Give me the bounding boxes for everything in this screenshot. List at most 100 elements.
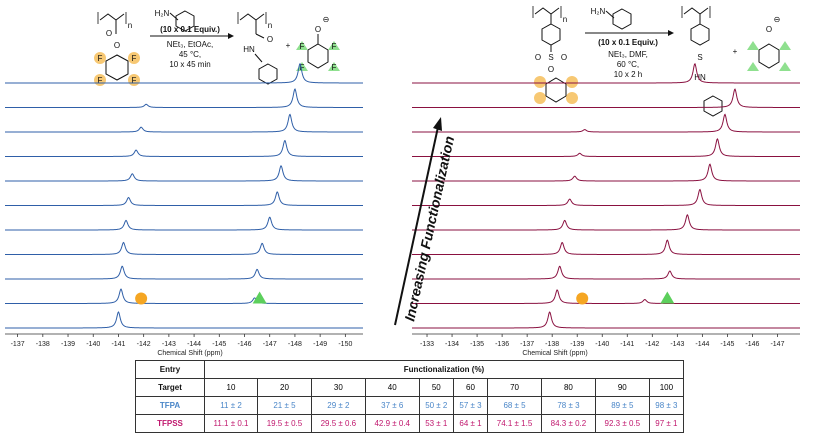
target-cell: 70	[487, 378, 542, 397]
axis-tick-label: -147	[770, 341, 784, 348]
spectrum-trace-100%	[412, 63, 800, 84]
tfpa-value-cell: 68 ± 5	[487, 396, 542, 415]
spectrum-trace-40%	[412, 214, 800, 231]
left-f-2: F	[132, 54, 137, 63]
left-product-o: O	[267, 35, 273, 44]
spectrum-trace-10%	[5, 288, 363, 304]
axis-tick-label: -146	[237, 341, 251, 348]
target-cell: 10	[203, 378, 259, 397]
target-cell: 60	[452, 378, 489, 397]
left-n-subscript: n	[128, 21, 132, 30]
axis-title: Chemical Shift (ppm)	[522, 350, 587, 357]
tfpss-value-cell: 42.9 ± 0.4	[364, 414, 420, 433]
spectrum-trace-30%	[5, 241, 363, 255]
spectrum-trace-70%	[5, 139, 363, 157]
axis-tick-label: -144	[187, 341, 201, 348]
right-so-3: O	[548, 65, 554, 74]
spectrum-trace-60%	[412, 163, 800, 182]
axis-title: Chemical Shift (ppm)	[157, 350, 222, 357]
functionalization-header: Functionalization (%)	[204, 360, 684, 379]
axis-tick-label: -140	[595, 341, 609, 348]
tfpa-value-cell: 21 ± 5	[257, 396, 312, 415]
left-nmr-stack	[5, 62, 364, 329]
tfpss-row-label: TFPSS	[135, 414, 205, 433]
target-header: Target	[135, 378, 205, 397]
axis-tick-label: -142	[645, 341, 659, 348]
left-ester-o: O	[114, 41, 120, 50]
axis-tick-label: -141	[620, 341, 634, 348]
tfpss-value-cell: 84.3 ± 0.2	[540, 414, 596, 433]
target-cell: 100	[648, 378, 685, 397]
right-reaction-scheme: n S O O O H₂N (10 x 0.1 Equiv.) NEt₃, DM…	[532, 6, 791, 117]
right-cond-2: 60 °C,	[617, 60, 639, 69]
axis-tick-label: -137	[520, 341, 534, 348]
tfpss-value-cell: 92.3 ± 0.5	[594, 414, 650, 433]
left-equiv: (10 x 0.1 Equiv.)	[160, 25, 220, 34]
increasing-functionalization-arrow: Increasing Functionalization	[394, 117, 457, 326]
spectrum-trace-50%	[5, 191, 363, 206]
right-n-subscript: n	[563, 15, 567, 24]
target-cell: 40	[364, 378, 420, 397]
tfpa-value-cell: 57 ± 3	[452, 396, 489, 415]
right-so-1: O	[535, 53, 541, 62]
spectrum-trace-0%	[412, 311, 800, 329]
right-product-s: S	[697, 53, 702, 62]
tfpss-value-cell: 74.1 ± 1.5	[487, 414, 542, 433]
axis-tick-label: -140	[86, 341, 100, 348]
left-plus: +	[286, 41, 291, 50]
right-phenolate-o: O	[766, 25, 772, 34]
spectrum-trace-60%	[5, 164, 363, 182]
tfpss-value-cell: 97 ± 1	[648, 414, 685, 433]
right-nmr-stack	[412, 63, 800, 329]
right-cond-3: 10 x 2 h	[614, 70, 642, 79]
spectrum-trace-30%	[412, 239, 800, 255]
axis-tick-label: -139	[61, 341, 75, 348]
left-nh2: H₂N	[155, 9, 170, 18]
green-triangle-marker	[252, 291, 267, 304]
right-cond-1: NEt₃, DMF,	[608, 50, 648, 59]
right-phenolate-charge: ⊖	[774, 15, 781, 24]
left-phen-f-2: F	[332, 42, 337, 51]
left-phen-f-4: F	[332, 63, 337, 72]
spectrum-trace-70%	[412, 138, 800, 157]
spectrum-trace-100%	[5, 62, 364, 84]
tfpss-value-cell: 19.5 ± 0.5	[257, 414, 312, 433]
axis-tick-label: -139	[570, 341, 584, 348]
axis-tick-label: -144	[695, 341, 709, 348]
entry-header: Entry	[135, 360, 205, 379]
spectrum-trace-90%	[5, 88, 363, 108]
left-carbonyl-o: O	[106, 29, 112, 38]
right-product-hn: HN	[694, 73, 706, 82]
tfpa-value-cell: 78 ± 3	[540, 396, 596, 415]
axis-tick-label: -145	[720, 341, 734, 348]
tfpss-value-cell: 11.1 ± 0.1	[203, 414, 259, 433]
right-x-axis: -133 -134 -135 -136 -137 -138 -139 -140 -141 -142…	[412, 333, 800, 357]
green-triangle-marker	[660, 291, 675, 304]
spectrum-trace-20%	[5, 265, 363, 280]
axis-tick-label: -148	[288, 341, 302, 348]
axis-tick-label: -135	[470, 341, 484, 348]
left-cond-2: 45 °C,	[179, 50, 201, 59]
right-s: S	[548, 53, 553, 62]
axis-tick-label: -146	[745, 341, 759, 348]
tfpss-value-cell: 53 ± 1	[418, 414, 454, 433]
left-benzyl-ring	[175, 10, 195, 32]
target-cell: 30	[310, 378, 366, 397]
left-phen-f-3: F	[300, 63, 305, 72]
axis-tick-label: -143	[162, 341, 176, 348]
axis-tick-label: -150	[338, 341, 352, 348]
left-phen-f-1: F	[300, 42, 305, 51]
left-cond-1: NEt₃, EtOAc,	[167, 40, 213, 49]
axis-tick-label: -138	[36, 341, 50, 348]
target-cell: 50	[418, 378, 454, 397]
right-equiv: (10 x 0.1 Equiv.)	[598, 38, 658, 47]
left-phenolate-o: O	[315, 25, 321, 34]
target-cell: 90	[594, 378, 650, 397]
axis-tick-label: -133	[420, 341, 434, 348]
spectrum-trace-20%	[412, 265, 800, 280]
axis-tick-label: -141	[111, 341, 125, 348]
left-phenolate-charge: ⊖	[323, 15, 330, 24]
spectrum-trace-90%	[412, 88, 800, 108]
left-phenolate-ring	[307, 43, 329, 69]
